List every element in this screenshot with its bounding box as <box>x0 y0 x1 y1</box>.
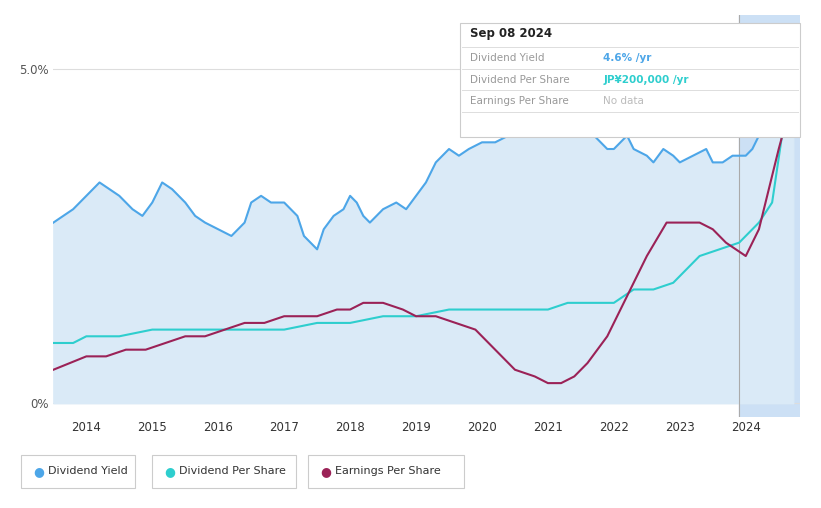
Text: Dividend Per Share: Dividend Per Share <box>470 75 569 85</box>
Text: No data: No data <box>603 96 644 106</box>
Text: ●: ● <box>33 465 44 478</box>
Text: Sep 08 2024: Sep 08 2024 <box>470 27 552 40</box>
Text: Earnings Per Share: Earnings Per Share <box>335 466 441 476</box>
Text: Dividend Yield: Dividend Yield <box>48 466 127 476</box>
Text: Earnings Per Share: Earnings Per Share <box>470 96 568 106</box>
Text: Past: Past <box>742 49 767 62</box>
Text: Dividend Yield: Dividend Yield <box>470 53 544 63</box>
Text: JP¥200,000 /yr: JP¥200,000 /yr <box>603 75 689 85</box>
Text: 4.6% /yr: 4.6% /yr <box>603 53 652 63</box>
Text: ●: ● <box>164 465 175 478</box>
Text: Dividend Per Share: Dividend Per Share <box>179 466 286 476</box>
Text: ●: ● <box>320 465 331 478</box>
Bar <box>739 15 821 417</box>
